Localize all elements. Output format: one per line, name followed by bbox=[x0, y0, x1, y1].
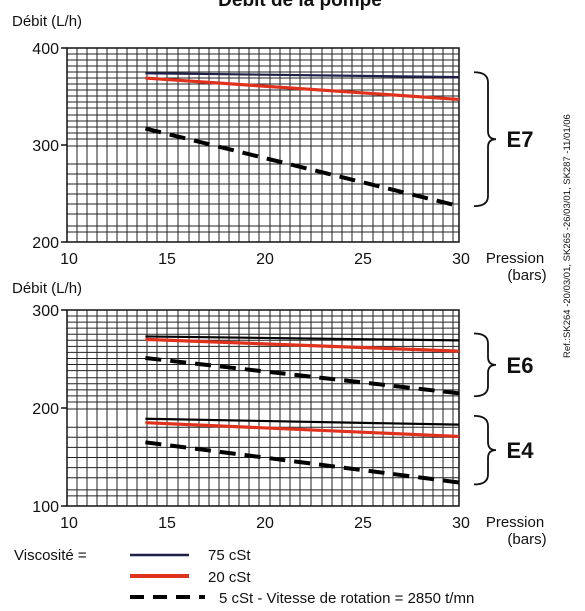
legend-item-75cst: 75 cSt bbox=[208, 547, 251, 564]
series-line-75-cst-e6 bbox=[145, 335, 460, 342]
series-line-20-cst bbox=[145, 76, 460, 102]
x-tick-labels: 10 15 20 25 30 bbox=[60, 515, 470, 532]
y-tick-labels: 100 200 300 bbox=[32, 303, 67, 516]
group-braces: E7 bbox=[473, 71, 534, 208]
legend-item-5cst: 5 cSt - Vitesse de rotation = 2850 t/mn bbox=[219, 590, 474, 607]
x-tick-label: 20 bbox=[256, 515, 274, 532]
series-line-75-cst-e4 bbox=[145, 417, 460, 426]
chart-bottom-e6-e4: Débit (L/h) 100 200 300 10 15 20 25 30 E6 E4 Pr… bbox=[12, 280, 547, 548]
series-line-20-cst-e6 bbox=[145, 337, 460, 353]
group-braces: E6 E4 bbox=[473, 332, 535, 486]
series-line-20-cst-e4 bbox=[145, 421, 460, 439]
x-axis-label: Pression(bars) bbox=[486, 250, 547, 284]
legend-label: Viscosité = bbox=[14, 547, 87, 564]
x-axis-label-line: Pression bbox=[486, 514, 544, 531]
legend-item-20cst: 20 cSt bbox=[208, 569, 251, 586]
x-axis-label-unit: (bars) bbox=[507, 531, 546, 548]
x-tick-labels: 10 15 20 25 30 bbox=[60, 251, 470, 268]
y-tick-label: 200 bbox=[32, 235, 59, 252]
series-lines bbox=[144, 72, 460, 209]
x-tick-label: 15 bbox=[158, 515, 176, 532]
y-tick-label: 100 bbox=[32, 499, 59, 516]
series-line-5-cst-e4 bbox=[145, 440, 460, 485]
y-tick-label: 400 bbox=[32, 41, 59, 58]
x-tick-label: 30 bbox=[452, 515, 470, 532]
y-tick-label: 300 bbox=[32, 303, 59, 320]
series-line-5-cst bbox=[144, 126, 460, 209]
series-line-75-cst bbox=[145, 72, 460, 79]
y-axis-label: Débit (L/h) bbox=[12, 280, 82, 297]
x-tick-label: 20 bbox=[256, 251, 274, 268]
x-tick-label: 15 bbox=[158, 251, 176, 268]
x-axis-label-line: Pression bbox=[486, 250, 544, 267]
x-axis-label: Pression(bars) bbox=[486, 514, 547, 548]
legend: Viscosité = 75 cSt 20 cSt 5 cSt - Vitess… bbox=[14, 547, 474, 607]
group-label-e4: E4 bbox=[507, 438, 535, 463]
y-tick-labels: 200 300 400 bbox=[32, 41, 67, 252]
y-tick-label: 300 bbox=[32, 138, 59, 155]
series-lines bbox=[145, 335, 460, 485]
x-tick-label: 25 bbox=[354, 515, 372, 532]
reference-note: Ref.:SK264 -20/03/01, SK265 -26/03/01, S… bbox=[562, 114, 573, 358]
x-tick-label: 25 bbox=[354, 251, 372, 268]
group-brace-e4 bbox=[473, 414, 497, 486]
x-tick-label: 30 bbox=[452, 251, 470, 268]
x-tick-label: 10 bbox=[60, 515, 78, 532]
chart-top-e7: Débit (L/h) 200 300 400 10 15 20 25 30 E7 Pres… bbox=[12, 13, 547, 284]
group-brace-e6 bbox=[473, 332, 497, 398]
figure-title: Débit de la pompe bbox=[218, 0, 382, 11]
group-brace-e7 bbox=[473, 71, 497, 208]
x-tick-label: 10 bbox=[60, 251, 78, 268]
x-axis-label-unit: (bars) bbox=[507, 267, 546, 284]
group-label-e6: E6 bbox=[507, 353, 534, 378]
y-tick-label: 200 bbox=[32, 401, 59, 418]
y-axis-label: Débit (L/h) bbox=[12, 13, 82, 30]
group-label-e7: E7 bbox=[507, 127, 534, 152]
series-line-5-cst-e6 bbox=[145, 356, 460, 396]
